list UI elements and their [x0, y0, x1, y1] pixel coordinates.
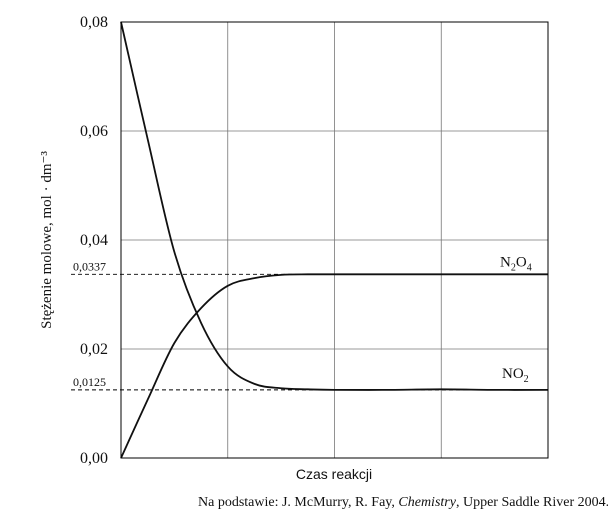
reference-lines: [71, 273, 548, 391]
reference-label: 0,0337: [73, 259, 106, 273]
source-note: Na podstawie: J. McMurry, R. Fay, Chemis…: [198, 495, 608, 510]
reference-label: 0,0125: [73, 375, 106, 389]
series-line-no2: [120, 21, 549, 391]
grid: [121, 22, 548, 458]
y-tick-labels: 0,00 0,02 0,04 0,06 0,08: [80, 14, 108, 467]
reference-labels: 0,0337 0,0125: [73, 259, 106, 389]
series-line-n2o4: [120, 273, 548, 459]
y-tick-label: 0,02: [80, 341, 108, 358]
series-label-no2: NO2: [502, 366, 529, 385]
series-lines: [120, 21, 549, 459]
plot-area-frame: [120, 21, 549, 459]
x-axis-title: Czas reakcji: [296, 466, 372, 482]
y-tick-label: 0,04: [80, 232, 108, 249]
y-tick-label: 0,06: [80, 123, 108, 140]
y-axis-title: Stężenie molowe, mol · dm⁻³: [39, 151, 55, 329]
y-tick-label: 0,00: [80, 450, 108, 467]
series-label-n2o4: N2O4: [500, 254, 532, 273]
y-tick-label: 0,08: [80, 14, 108, 31]
